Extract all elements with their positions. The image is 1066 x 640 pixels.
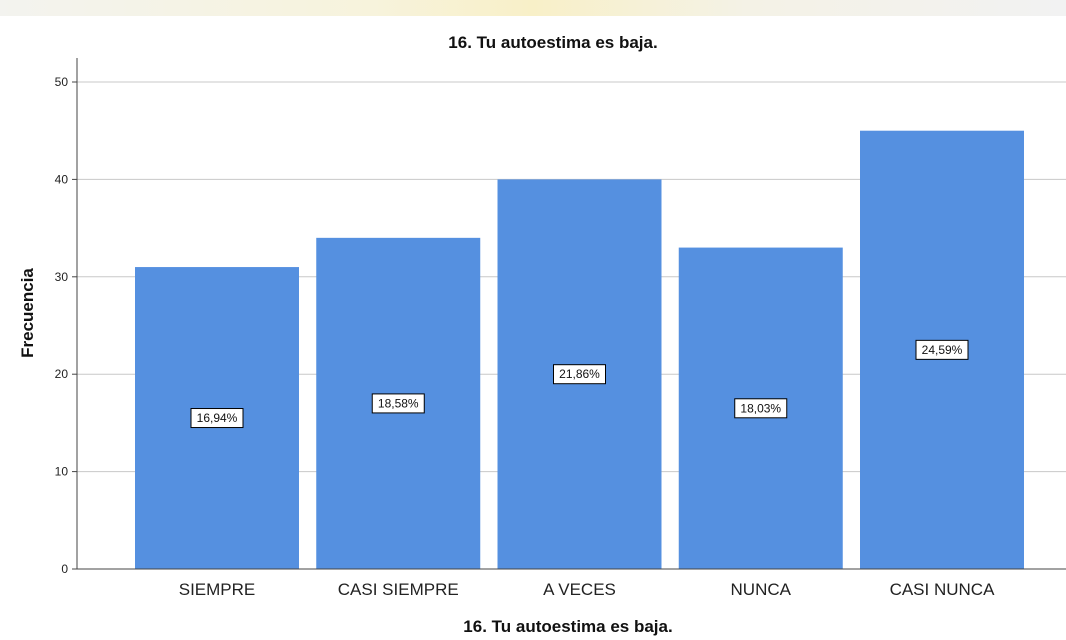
background-strip (0, 0, 1066, 16)
data-label-text: 18,03% (740, 401, 781, 415)
data-label-box (915, 339, 969, 360)
y-tick-label-30: 30 (55, 270, 69, 284)
y-tick-label-50: 50 (55, 75, 69, 89)
data-labels: 16,94% 18,58% 21,86% 18,03% 24,59% (190, 339, 969, 429)
data-label-text: 21,86% (559, 367, 600, 381)
x-axis-title: 16. Tu autoestima es baja. (463, 617, 672, 636)
data-label-nunca: 18,03% (734, 398, 788, 419)
data-label-text: 24,59% (922, 343, 963, 357)
x-tick-label-casi-nunca: CASI NUNCA (890, 580, 996, 599)
bars (135, 130, 1024, 569)
x-tick-label-a-veces: A VECES (543, 580, 616, 599)
data-label-siempre: 16,94% (190, 408, 244, 429)
data-label-box (190, 408, 244, 429)
y-tick-labels: 0 10 20 30 40 50 (55, 75, 69, 576)
data-label-box (553, 364, 606, 385)
y-tick-label-20: 20 (55, 367, 69, 381)
y-tick-label-40: 40 (55, 172, 69, 186)
x-tick-label-nunca: NUNCA (731, 580, 792, 599)
data-label-box (734, 398, 788, 419)
axes (72, 58, 1066, 570)
x-tick-labels: SIEMPRE CASI SIEMPRE A VECES NUNCA CASI NUNC… (179, 580, 995, 599)
y-tick-label-10: 10 (55, 465, 69, 479)
data-label-casi-nunca: 24,59% (915, 339, 969, 360)
data-label-box (371, 393, 425, 414)
data-label-text: 18,58% (378, 396, 419, 410)
x-tick-label-siempre: SIEMPRE (179, 580, 256, 599)
x-tick-label-casi-siempre: CASI SIEMPRE (338, 580, 459, 599)
data-label-a-veces: 21,86% (553, 364, 606, 385)
y-tick-label-0: 0 (61, 562, 68, 576)
data-label-casi-siempre: 18,58% (371, 393, 425, 414)
y-axis-title: Frecuencia (18, 268, 37, 358)
data-label-text: 16,94% (197, 411, 238, 425)
chart-title: 16. Tu autoestima es baja. (448, 33, 657, 52)
